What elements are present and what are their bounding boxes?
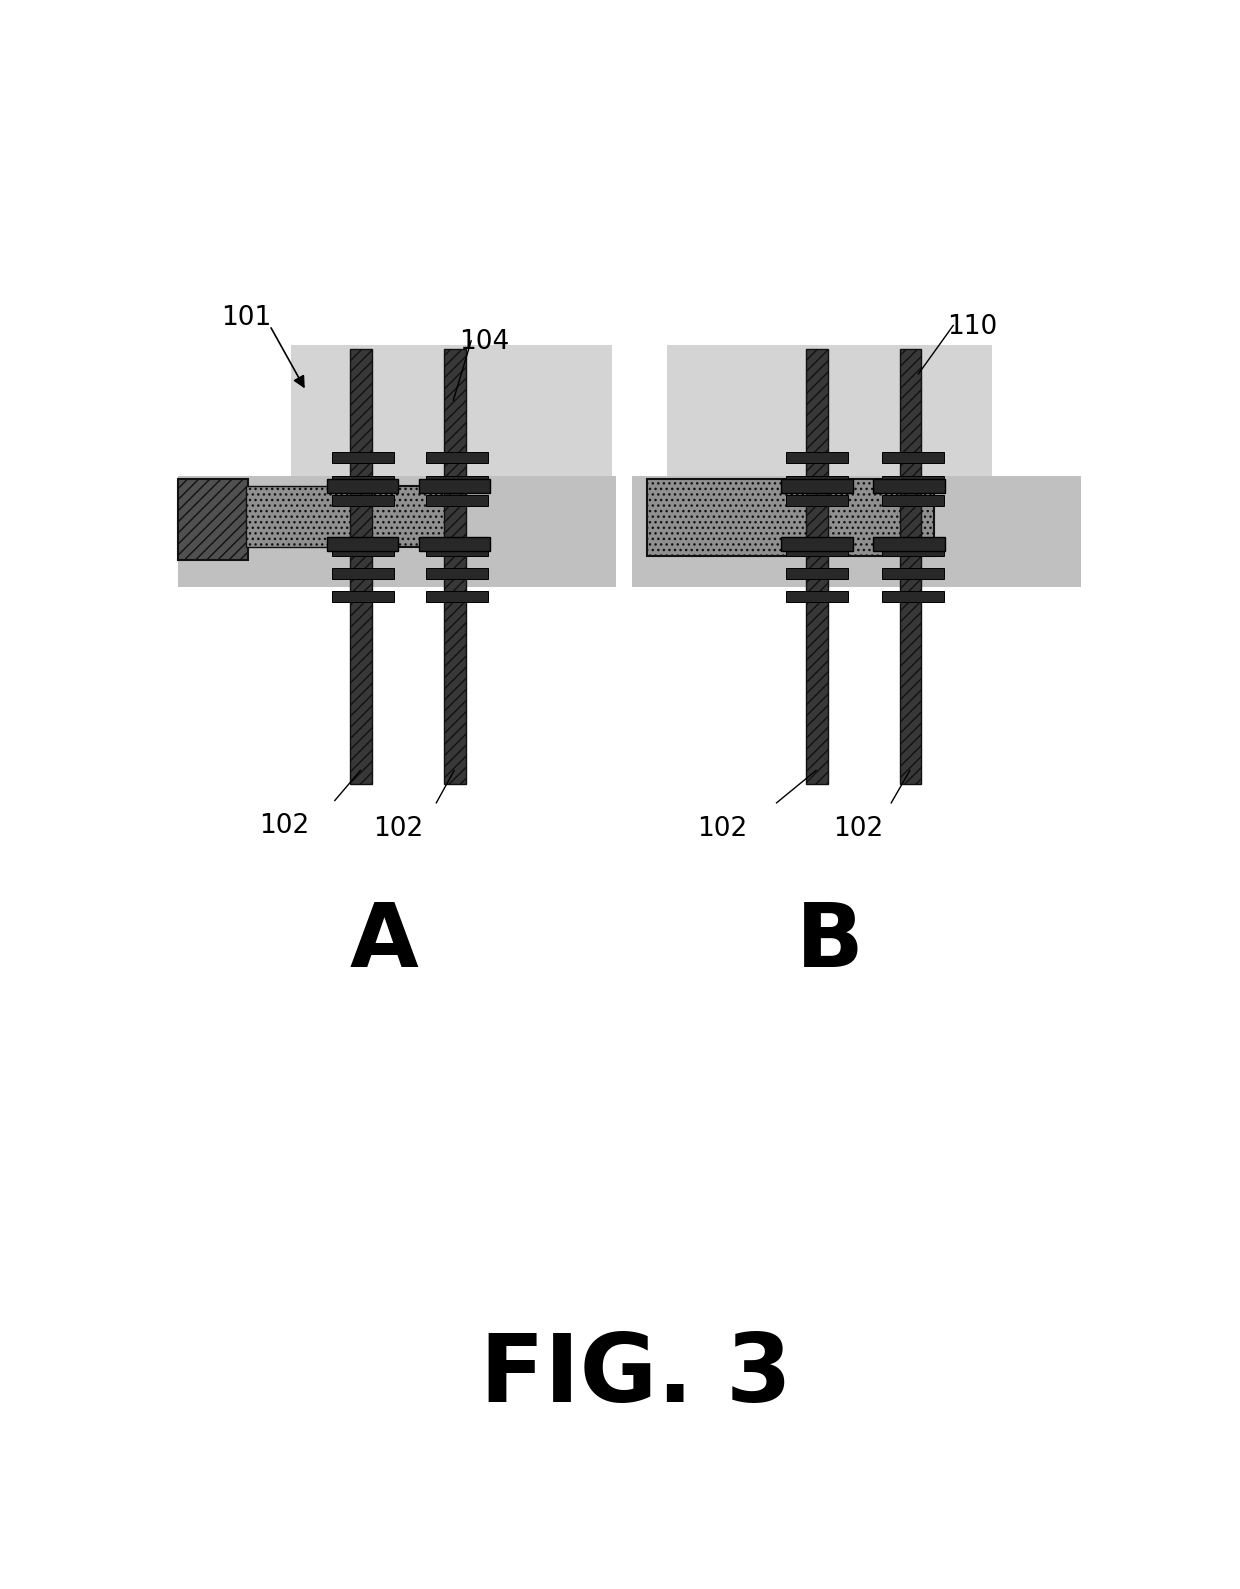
Bar xyxy=(873,537,945,551)
Bar xyxy=(179,480,248,561)
Bar xyxy=(351,348,372,783)
Bar xyxy=(667,345,992,572)
Bar xyxy=(882,475,944,486)
Bar xyxy=(427,453,489,464)
Text: 102: 102 xyxy=(697,815,748,842)
Bar xyxy=(363,486,464,547)
Bar xyxy=(427,591,489,602)
Bar xyxy=(327,480,398,493)
Text: 104: 104 xyxy=(460,329,510,356)
Text: 102: 102 xyxy=(259,814,310,839)
Bar xyxy=(247,486,361,547)
Bar xyxy=(427,567,489,578)
Bar xyxy=(327,537,398,551)
Bar xyxy=(419,480,490,493)
Bar xyxy=(781,537,853,551)
Bar xyxy=(786,567,848,578)
Bar xyxy=(882,591,944,602)
Bar xyxy=(179,475,616,588)
Bar xyxy=(290,345,613,572)
Bar xyxy=(427,545,489,556)
Bar xyxy=(786,453,848,464)
Bar xyxy=(786,494,848,505)
Bar xyxy=(873,480,945,493)
Text: 101: 101 xyxy=(221,305,272,331)
Bar xyxy=(647,480,934,556)
Bar xyxy=(900,348,921,783)
Text: 102: 102 xyxy=(373,815,424,842)
Bar xyxy=(419,537,490,551)
Bar xyxy=(332,545,394,556)
Bar xyxy=(786,591,848,602)
Text: FIG. 3: FIG. 3 xyxy=(480,1330,791,1422)
Bar xyxy=(882,567,944,578)
Bar xyxy=(781,480,853,493)
Text: B: B xyxy=(795,899,863,987)
Bar xyxy=(882,545,944,556)
Bar xyxy=(427,475,489,486)
Bar xyxy=(332,453,394,464)
Text: A: A xyxy=(350,899,418,987)
Bar xyxy=(882,494,944,505)
Bar xyxy=(444,348,466,783)
Text: 110: 110 xyxy=(947,315,997,340)
Bar xyxy=(631,475,1081,588)
Bar xyxy=(806,348,828,783)
Bar xyxy=(332,567,394,578)
Bar xyxy=(882,453,944,464)
Bar xyxy=(786,475,848,486)
Bar xyxy=(786,545,848,556)
Bar xyxy=(332,494,394,505)
Bar xyxy=(332,591,394,602)
Bar xyxy=(427,494,489,505)
Text: 102: 102 xyxy=(833,815,883,842)
Bar xyxy=(332,475,394,486)
